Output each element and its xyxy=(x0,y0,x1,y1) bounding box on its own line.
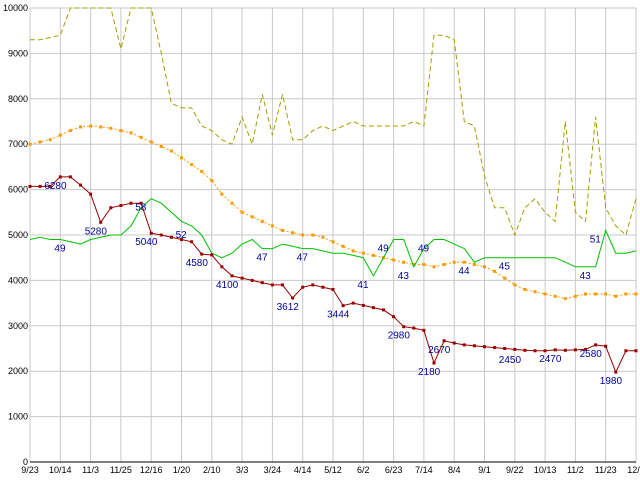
svg-text:6280: 6280 xyxy=(44,181,67,192)
svg-text:6/2: 6/2 xyxy=(357,465,370,475)
svg-text:2580: 2580 xyxy=(580,349,603,360)
svg-text:7/14: 7/14 xyxy=(415,465,433,475)
svg-text:4100: 4100 xyxy=(216,280,239,291)
svg-text:49: 49 xyxy=(378,244,390,255)
series-count-green xyxy=(29,198,637,277)
svg-text:43: 43 xyxy=(580,271,592,282)
svg-text:3/3: 3/3 xyxy=(236,465,249,475)
svg-text:9/23: 9/23 xyxy=(21,465,39,475)
svg-text:11/2: 11/2 xyxy=(567,465,584,475)
y-axis-tick-labels: 0 1000 2000 3000 4000 5000 6000 7000 8000 9000 100… xyxy=(3,3,28,467)
svg-text:6000: 6000 xyxy=(8,185,28,195)
svg-text:3444: 3444 xyxy=(327,310,350,321)
svg-text:5280: 5280 xyxy=(85,226,108,237)
svg-text:43: 43 xyxy=(398,271,410,282)
svg-text:9/22: 9/22 xyxy=(506,465,524,475)
svg-text:6/23: 6/23 xyxy=(385,465,403,475)
svg-text:10/13: 10/13 xyxy=(534,465,557,475)
svg-text:1980: 1980 xyxy=(600,376,623,387)
svg-text:2000: 2000 xyxy=(8,366,28,376)
svg-text:5040: 5040 xyxy=(135,237,158,248)
svg-text:10/14: 10/14 xyxy=(49,465,72,475)
svg-text:1/20: 1/20 xyxy=(173,465,191,475)
svg-text:3612: 3612 xyxy=(277,302,300,313)
svg-text:3/24: 3/24 xyxy=(264,465,282,475)
svg-text:2/10: 2/10 xyxy=(203,465,221,475)
svg-text:11/23: 11/23 xyxy=(595,465,617,475)
svg-text:7000: 7000 xyxy=(8,139,28,149)
svg-text:5/12: 5/12 xyxy=(324,465,342,475)
svg-text:2180: 2180 xyxy=(418,367,441,378)
series-price-olive-dashed xyxy=(30,7,637,237)
svg-text:8/4: 8/4 xyxy=(448,465,461,475)
svg-text:49: 49 xyxy=(418,244,430,255)
series-price-red xyxy=(28,175,638,374)
svg-text:2470: 2470 xyxy=(539,354,562,365)
svg-text:8000: 8000 xyxy=(8,94,28,104)
svg-text:12/16: 12/16 xyxy=(140,465,163,475)
svg-text:9000: 9000 xyxy=(8,48,28,58)
svg-text:44: 44 xyxy=(458,266,470,277)
svg-text:9/1: 9/1 xyxy=(478,465,491,475)
svg-text:4000: 4000 xyxy=(8,275,28,285)
svg-text:51: 51 xyxy=(590,234,602,245)
svg-text:11/3: 11/3 xyxy=(82,465,99,475)
svg-text:0: 0 xyxy=(23,457,28,467)
svg-text:1000: 1000 xyxy=(8,412,28,422)
svg-text:3000: 3000 xyxy=(8,321,28,331)
svg-text:10000: 10000 xyxy=(3,3,28,13)
series-price-orange-dotted xyxy=(28,124,638,301)
svg-text:4580: 4580 xyxy=(186,258,209,269)
svg-text:47: 47 xyxy=(256,253,268,264)
svg-text:11/25: 11/25 xyxy=(110,465,132,475)
svg-text:52: 52 xyxy=(176,230,188,241)
svg-text:47: 47 xyxy=(297,253,309,264)
svg-text:2980: 2980 xyxy=(388,331,411,342)
svg-text:5000: 5000 xyxy=(8,230,28,240)
svg-text:4/14: 4/14 xyxy=(294,465,312,475)
x-axis-tick-labels: 9/23 10/14 11/3 11/25 12/16 1/20 2/10 3/3 3/24 4/… xyxy=(21,465,640,475)
svg-text:49: 49 xyxy=(54,244,66,255)
svg-text:12/8: 12/8 xyxy=(627,465,640,475)
svg-text:58: 58 xyxy=(135,203,147,214)
svg-text:45: 45 xyxy=(499,262,511,273)
svg-text:2450: 2450 xyxy=(499,355,522,366)
data-point-labels: 6280 5280 5040 4580 4100 3612 3444 2980 2180 2670… xyxy=(44,181,622,387)
svg-text:2670: 2670 xyxy=(428,345,451,356)
svg-text:41: 41 xyxy=(357,280,369,291)
